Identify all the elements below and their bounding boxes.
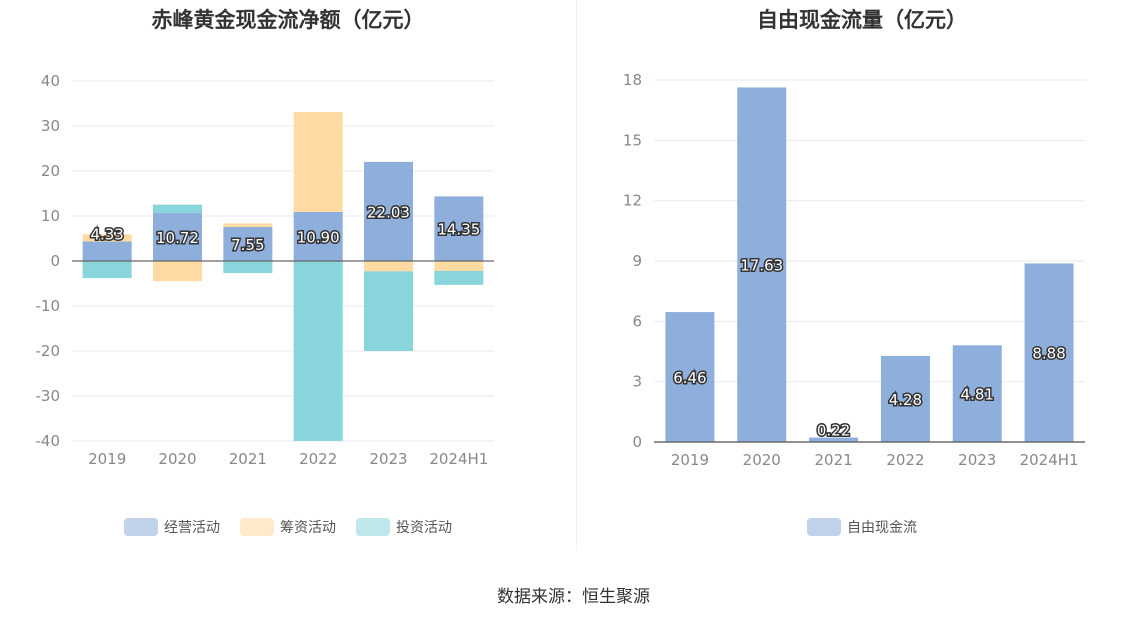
cashflow-bar <box>153 261 202 282</box>
cashflow-xtick-label: 2024H1 <box>429 450 488 468</box>
cashflow-ytick-label: 40 <box>41 72 60 90</box>
fcf-data-label: 4.28 <box>889 391 922 409</box>
cashflow-data-label: 22.03 <box>367 203 410 221</box>
fcf-xtick-label: 2023 <box>958 451 996 469</box>
cashflow-bar <box>293 211 343 261</box>
cashflow-bar <box>82 234 132 242</box>
fcf-ytick-label: 12 <box>623 192 642 210</box>
cashflow-data-label: 7.55 <box>231 236 264 254</box>
cashflow-bar <box>223 227 273 261</box>
fcf-ytick-label: 0 <box>632 433 642 451</box>
cashflow-data-label: 10.90 <box>297 228 340 246</box>
cashflow-ytick-label: 20 <box>41 162 60 180</box>
fcf-bar <box>737 87 787 443</box>
cashflow-chart-title: 赤峰黄金现金流净额（亿元） <box>151 8 425 32</box>
fcf-ytick-label: 9 <box>632 252 642 270</box>
fcf-xtick-label: 2024H1 <box>1020 451 1079 469</box>
data-source: 数据来源：恒生聚源 <box>497 587 650 607</box>
cashflow-bar <box>153 212 202 261</box>
cashflow-legend-item[interactable]: 经营活动 <box>124 517 220 537</box>
cashflow-ytick-label: -30 <box>36 387 61 405</box>
fcf-legend-item[interactable]: 自由现金流 <box>807 517 917 537</box>
cashflow-chart-svg: 40 30 20 10 0 -10 -20 -30 -40 2019 2020 2021 2022 202… <box>36 72 494 468</box>
cashflow-xtick-label: 2020 <box>158 450 196 468</box>
fcf-ytick-label: 6 <box>632 312 642 330</box>
cashflow-legend-item[interactable]: 筹资活动 <box>240 517 336 537</box>
fcf-ytick-label: 15 <box>623 131 642 149</box>
cashflow-bar <box>364 161 413 261</box>
cashflow-legend-label: 经营活动 <box>164 520 220 536</box>
cashflow-bar <box>293 261 343 441</box>
fcf-bar <box>952 345 1002 442</box>
fcf-ytick-label: 18 <box>623 71 642 89</box>
cashflow-bar <box>434 196 484 261</box>
cashflow-xtick-label: 2022 <box>299 450 337 468</box>
fcf-legend-label: 自由现金流 <box>847 520 917 536</box>
fcf-chart-svg: 18 15 12 9 6 3 0 2019 2020 2021 2022 2023 2024H1 6.46… <box>623 71 1085 469</box>
fcf-xtick-label: 2019 <box>671 451 709 469</box>
cashflow-legend-item[interactable]: 投资活动 <box>356 517 452 537</box>
cashflow-legend: 经营活动 筹资活动 投资活动 <box>0 517 576 537</box>
fcf-xtick-label: 2022 <box>886 451 924 469</box>
cashflow-ytick-label: 10 <box>41 207 60 225</box>
fcf-legend: 自由现金流 <box>577 517 1147 537</box>
cashflow-bar <box>434 270 484 285</box>
cashflow-legend-swatch <box>124 518 158 536</box>
cashflow-bar <box>364 271 413 351</box>
cashflow-ytick-label: -40 <box>36 432 61 450</box>
cashflow-chart-panel: 赤峰黄金现金流净额（亿元） 40 30 20 10 0 -10 -20 -30 -40 2019 2… <box>0 0 576 560</box>
fcf-xtick-label: 2021 <box>814 451 852 469</box>
cashflow-bar <box>223 223 273 228</box>
cashflow-legend-swatch <box>356 518 390 536</box>
cashflow-bar <box>223 261 273 274</box>
fcf-data-label: 0.22 <box>817 422 850 440</box>
fcf-xtick-label: 2020 <box>743 451 781 469</box>
cashflow-xtick-label: 2023 <box>369 450 407 468</box>
fcf-bar <box>665 312 715 442</box>
cashflow-data-label: 14.35 <box>437 221 480 239</box>
fcf-bar <box>1024 263 1074 442</box>
cashflow-bar <box>364 261 413 272</box>
cashflow-legend-swatch <box>240 518 274 536</box>
fcf-data-label: 4.81 <box>961 386 994 404</box>
cashflow-legend-label: 筹资活动 <box>280 520 336 536</box>
fcf-chart-panel: 自由现金流量（亿元） 18 15 12 9 6 3 0 2019 2020 2021 2022 202… <box>577 0 1147 560</box>
cashflow-ytick-label: 0 <box>50 252 60 270</box>
fcf-legend-swatch <box>807 518 841 536</box>
fcf-chart-title: 自由现金流量（亿元） <box>757 8 967 32</box>
cashflow-bar <box>153 204 202 213</box>
fcf-bar <box>809 437 859 442</box>
cashflow-bar <box>434 261 484 271</box>
cashflow-legend-label: 投资活动 <box>396 520 452 536</box>
cashflow-xtick-label: 2019 <box>88 450 126 468</box>
fcf-ytick-label: 3 <box>632 373 642 391</box>
panel-divider <box>576 0 577 550</box>
cashflow-ytick-label: -10 <box>36 297 61 315</box>
fcf-data-label: 6.46 <box>673 369 706 387</box>
cashflow-bar <box>82 261 132 279</box>
cashflow-ytick-label: 30 <box>41 117 60 135</box>
fcf-bar <box>880 355 930 442</box>
cashflow-bar <box>293 112 343 212</box>
cashflow-bar <box>82 241 132 261</box>
fcf-data-label: 17.63 <box>740 257 783 275</box>
cashflow-data-label: 10.72 <box>156 229 199 247</box>
cashflow-xtick-label: 2021 <box>229 450 267 468</box>
cashflow-data-label: 4.33 <box>90 226 123 244</box>
fcf-data-label: 8.88 <box>1032 345 1065 363</box>
cashflow-ytick-label: -20 <box>36 342 61 360</box>
